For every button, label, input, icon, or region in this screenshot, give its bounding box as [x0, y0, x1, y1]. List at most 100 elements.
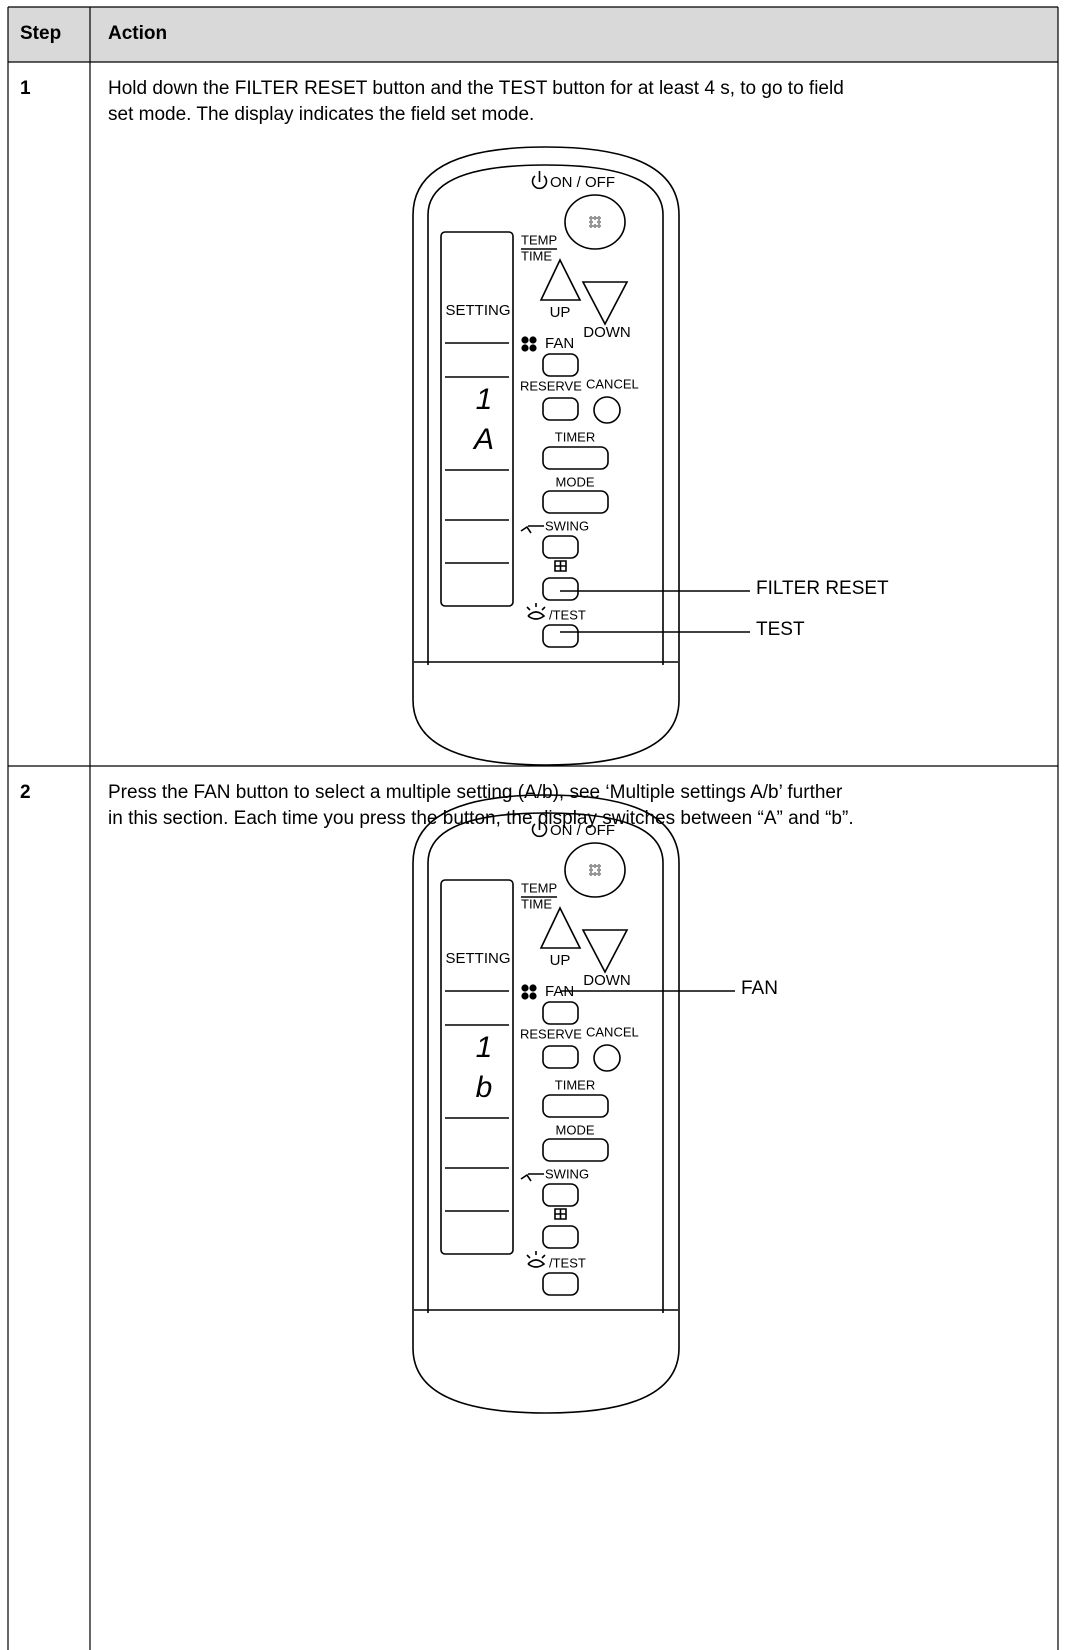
remote-label: FAN — [545, 983, 574, 1000]
on-off-button — [564, 194, 626, 250]
header-bg — [8, 7, 1058, 62]
remote-button — [542, 1183, 579, 1207]
header-step: Step — [20, 23, 61, 44]
dot — [597, 220, 601, 224]
dot — [589, 224, 593, 228]
remote-button — [542, 1001, 579, 1025]
fan-icon — [529, 984, 537, 992]
remote-label: SETTING — [445, 950, 510, 967]
fan-icon — [529, 992, 537, 1000]
remote-label: DOWN — [583, 324, 631, 341]
remote-label: MODE — [556, 1122, 595, 1137]
remote-panel — [427, 812, 664, 1313]
remote-label: FAN — [545, 335, 574, 352]
eye-icon — [526, 1251, 546, 1268]
display-digit: 1 — [476, 383, 493, 416]
up-button — [539, 906, 582, 949]
fan-icon — [521, 336, 529, 344]
remote-label: SWING — [545, 1166, 589, 1181]
display-digit: A — [472, 423, 494, 456]
display-digit: b — [476, 1071, 493, 1104]
swing-icon — [520, 525, 544, 534]
remote-button — [542, 490, 609, 514]
remote-label: TIMER — [555, 1077, 595, 1092]
up-button — [539, 258, 582, 301]
remote-body — [412, 146, 680, 766]
dot — [589, 216, 593, 220]
dot — [593, 224, 597, 228]
remote-button — [542, 1138, 609, 1162]
swing-icon — [520, 1173, 544, 1182]
remote-button — [542, 624, 579, 648]
table-grid — [7, 6, 1059, 1650]
remote-label: RESERVE — [520, 1026, 582, 1041]
remote-button — [542, 397, 579, 421]
fan-icon — [521, 992, 529, 1000]
dot — [593, 872, 597, 876]
filter-icon — [554, 560, 567, 572]
remote-button — [542, 1094, 609, 1118]
remote-button — [542, 1272, 579, 1296]
fan-icon — [529, 336, 537, 344]
dot — [597, 872, 601, 876]
remote-label: CANCEL — [586, 1024, 639, 1039]
remote-label: CANCEL — [586, 376, 639, 391]
cancel-button — [593, 396, 621, 424]
dot — [589, 872, 593, 876]
remote-label: /TEST — [549, 1255, 586, 1270]
dot — [597, 868, 601, 872]
remote-button — [542, 1225, 579, 1249]
action-text: Press the FAN button to select a multipl… — [108, 782, 843, 803]
remote-button — [542, 577, 579, 601]
dot — [589, 220, 593, 224]
header-action: Action — [108, 23, 167, 44]
remote-button — [542, 535, 579, 559]
filter-icon — [554, 1208, 567, 1220]
remote-button — [542, 353, 579, 377]
on-off-button — [564, 842, 626, 898]
step-number: 1 — [20, 78, 31, 99]
eye-icon — [526, 603, 546, 620]
remote-label: ON / OFF — [550, 174, 615, 191]
dot — [593, 216, 597, 220]
remote-label: TIME — [521, 248, 552, 263]
dot — [597, 864, 601, 868]
remote-label: MODE — [556, 474, 595, 489]
fan-icon — [521, 984, 529, 992]
callout-label: FILTER RESET — [756, 578, 889, 599]
step-number: 2 — [20, 782, 31, 803]
display — [440, 231, 514, 607]
remote-label: SETTING — [445, 302, 510, 319]
remote-label: /TEST — [549, 607, 586, 622]
dot — [589, 864, 593, 868]
power-icon — [531, 819, 548, 838]
action-text: set mode. The display indicates the fiel… — [108, 104, 534, 125]
remote-button — [542, 446, 609, 470]
power-icon — [531, 171, 548, 190]
remote-label: RESERVE — [520, 378, 582, 393]
down-button — [581, 929, 629, 974]
remote-label: DOWN — [583, 972, 631, 989]
display — [440, 879, 514, 1255]
remote-label: TEMP — [521, 232, 557, 247]
display-digit: 1 — [476, 1031, 493, 1064]
remote-label: TEMP — [521, 880, 557, 895]
remote-body — [412, 794, 680, 1414]
action-text: Hold down the FILTER RESET button and th… — [108, 78, 844, 99]
remote-panel — [427, 164, 664, 665]
remote-label: UP — [550, 952, 571, 969]
dot — [593, 864, 597, 868]
remote-label: ON / OFF — [550, 822, 615, 839]
dot — [589, 868, 593, 872]
remote-label: UP — [550, 304, 571, 321]
dot — [597, 216, 601, 220]
fan-icon — [529, 344, 537, 352]
callout-label: FAN — [741, 978, 778, 999]
callout-label: TEST — [756, 619, 805, 640]
remote-label: SWING — [545, 518, 589, 533]
dot — [597, 224, 601, 228]
remote-button — [542, 1045, 579, 1069]
remote-label: TIME — [521, 896, 552, 911]
remote-label: TIMER — [555, 429, 595, 444]
